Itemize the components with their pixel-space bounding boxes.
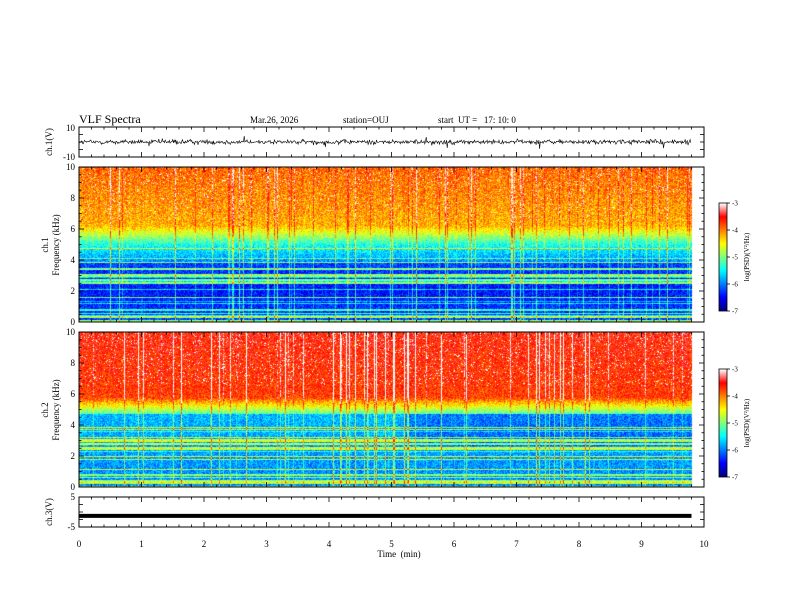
colorbar-tick-label: -7 <box>732 474 738 482</box>
colorbar-tick-label: -5 <box>732 420 738 428</box>
time-tick-label: 1 <box>139 539 144 549</box>
time-tick-label: 10 <box>700 539 710 549</box>
ch2-frequency-tick-label: 2 <box>71 451 76 461</box>
time-tick-label: 3 <box>264 539 269 549</box>
ch2-frequency-tick-label: 0 <box>71 482 76 492</box>
ch1-ytick-10: 10 <box>66 123 76 133</box>
ch2-colorbar-ticks: -3 -4 -5 -6 -7 <box>727 366 738 482</box>
ch2-frequency-tick-label: 4 <box>71 420 76 430</box>
ch2-spectrogram-ticks <box>78 331 705 488</box>
chart-title: VLF Spectra <box>79 112 141 126</box>
ch2-spectrogram-ylabel-channel: ch.2 <box>40 402 50 417</box>
time-tick-label: 8 <box>577 539 582 549</box>
ch1-spectrogram-ticks <box>78 166 705 323</box>
time-tick-label: 4 <box>327 539 332 549</box>
time-tick-label: 0 <box>77 539 82 549</box>
ch1-spectrogram-ylabel-frequency: Frequency (kHz) <box>51 214 61 275</box>
ch1-waveform-panel: 10 -10 ch.1(V) <box>44 123 705 162</box>
ch1-frequency-tick-label: 6 <box>71 224 76 234</box>
ch2-frequency-tick-label: 6 <box>71 389 76 399</box>
ch1-spectrogram-ylabel-channel: ch.1 <box>40 237 50 252</box>
colorbar-tick-label: -6 <box>732 281 738 289</box>
colorbar-tick-label: -4 <box>732 227 738 235</box>
ch1-frequency-tick-label: 4 <box>71 255 76 265</box>
ch1-frequency-tick-label: 0 <box>71 317 76 327</box>
ch1-colorbar-gradient <box>719 203 727 311</box>
ch2-colorbar-label: log(PSD)(V²/Hz) <box>743 398 751 447</box>
ch2-spectrogram-ylabel-frequency: Frequency (kHz) <box>51 379 61 440</box>
ch1-frequency-tick-label: 10 <box>66 162 76 172</box>
ch1-colorbar-ticks: -3 -4 -5 -6 -7 <box>727 200 738 316</box>
header-date: Mar.26, 2026 <box>250 115 299 125</box>
time-tick-label: 9 <box>639 539 644 549</box>
ch2-frequency-tick-labels: 0 2 4 6 8 10 <box>66 327 76 492</box>
ch1-frequency-tick-label: 2 <box>71 286 76 296</box>
ch2-frequency-tick-label: 8 <box>71 358 76 368</box>
ch1-ytick-neg10: -10 <box>63 152 75 162</box>
colorbar-tick-label: -7 <box>732 308 738 316</box>
colorbar-tick-label: -5 <box>732 254 738 262</box>
ch2-frequency-tick-label: 10 <box>66 327 76 337</box>
header-start-ut: start UT = 17: 10: 0 <box>438 115 516 125</box>
ch1-waveform-line <box>78 135 692 149</box>
ch2-colorbar-gradient <box>719 369 727 477</box>
time-axis-label: Time (min) <box>377 549 420 559</box>
header-station: station=OUJ <box>343 115 389 125</box>
ch2-spectrogram-heatmap <box>79 332 704 487</box>
ch1-colorbar-label: log(PSD)(V²/Hz) <box>743 232 751 281</box>
ch3-waveform-ylabel: ch.3(V) <box>44 498 54 526</box>
ch1-waveform-ylabel: ch.1(V) <box>44 128 54 156</box>
time-tick-label: 6 <box>452 539 457 549</box>
time-axis-tick-labels: 0 1 2 3 4 5 6 7 8 9 10 <box>77 539 709 549</box>
ch1-spectrogram-heatmap <box>79 167 704 322</box>
ch1-frequency-tick-labels: 0 2 4 6 8 10 <box>66 162 76 327</box>
ch3-ytick-neg5: -5 <box>68 522 76 532</box>
ch1-frequency-tick-label: 8 <box>71 193 76 203</box>
ch1-waveform-ticks <box>78 126 705 158</box>
time-tick-label: 2 <box>202 539 207 549</box>
colorbar-tick-label: -3 <box>732 366 738 374</box>
ch3-ytick-5: 5 <box>71 492 76 502</box>
ch3-waveform-panel: 5 -5 ch.3(V) 0 1 2 3 4 5 6 7 8 9 10 Time (min) <box>44 492 709 559</box>
colorbar-tick-label: -6 <box>732 447 738 455</box>
colorbar-tick-label: -3 <box>732 200 738 208</box>
time-tick-label: 5 <box>389 539 394 549</box>
colorbar-tick-label: -4 <box>732 393 738 401</box>
time-tick-label: 7 <box>514 539 519 549</box>
ch3-waveform-ticks <box>78 496 705 528</box>
